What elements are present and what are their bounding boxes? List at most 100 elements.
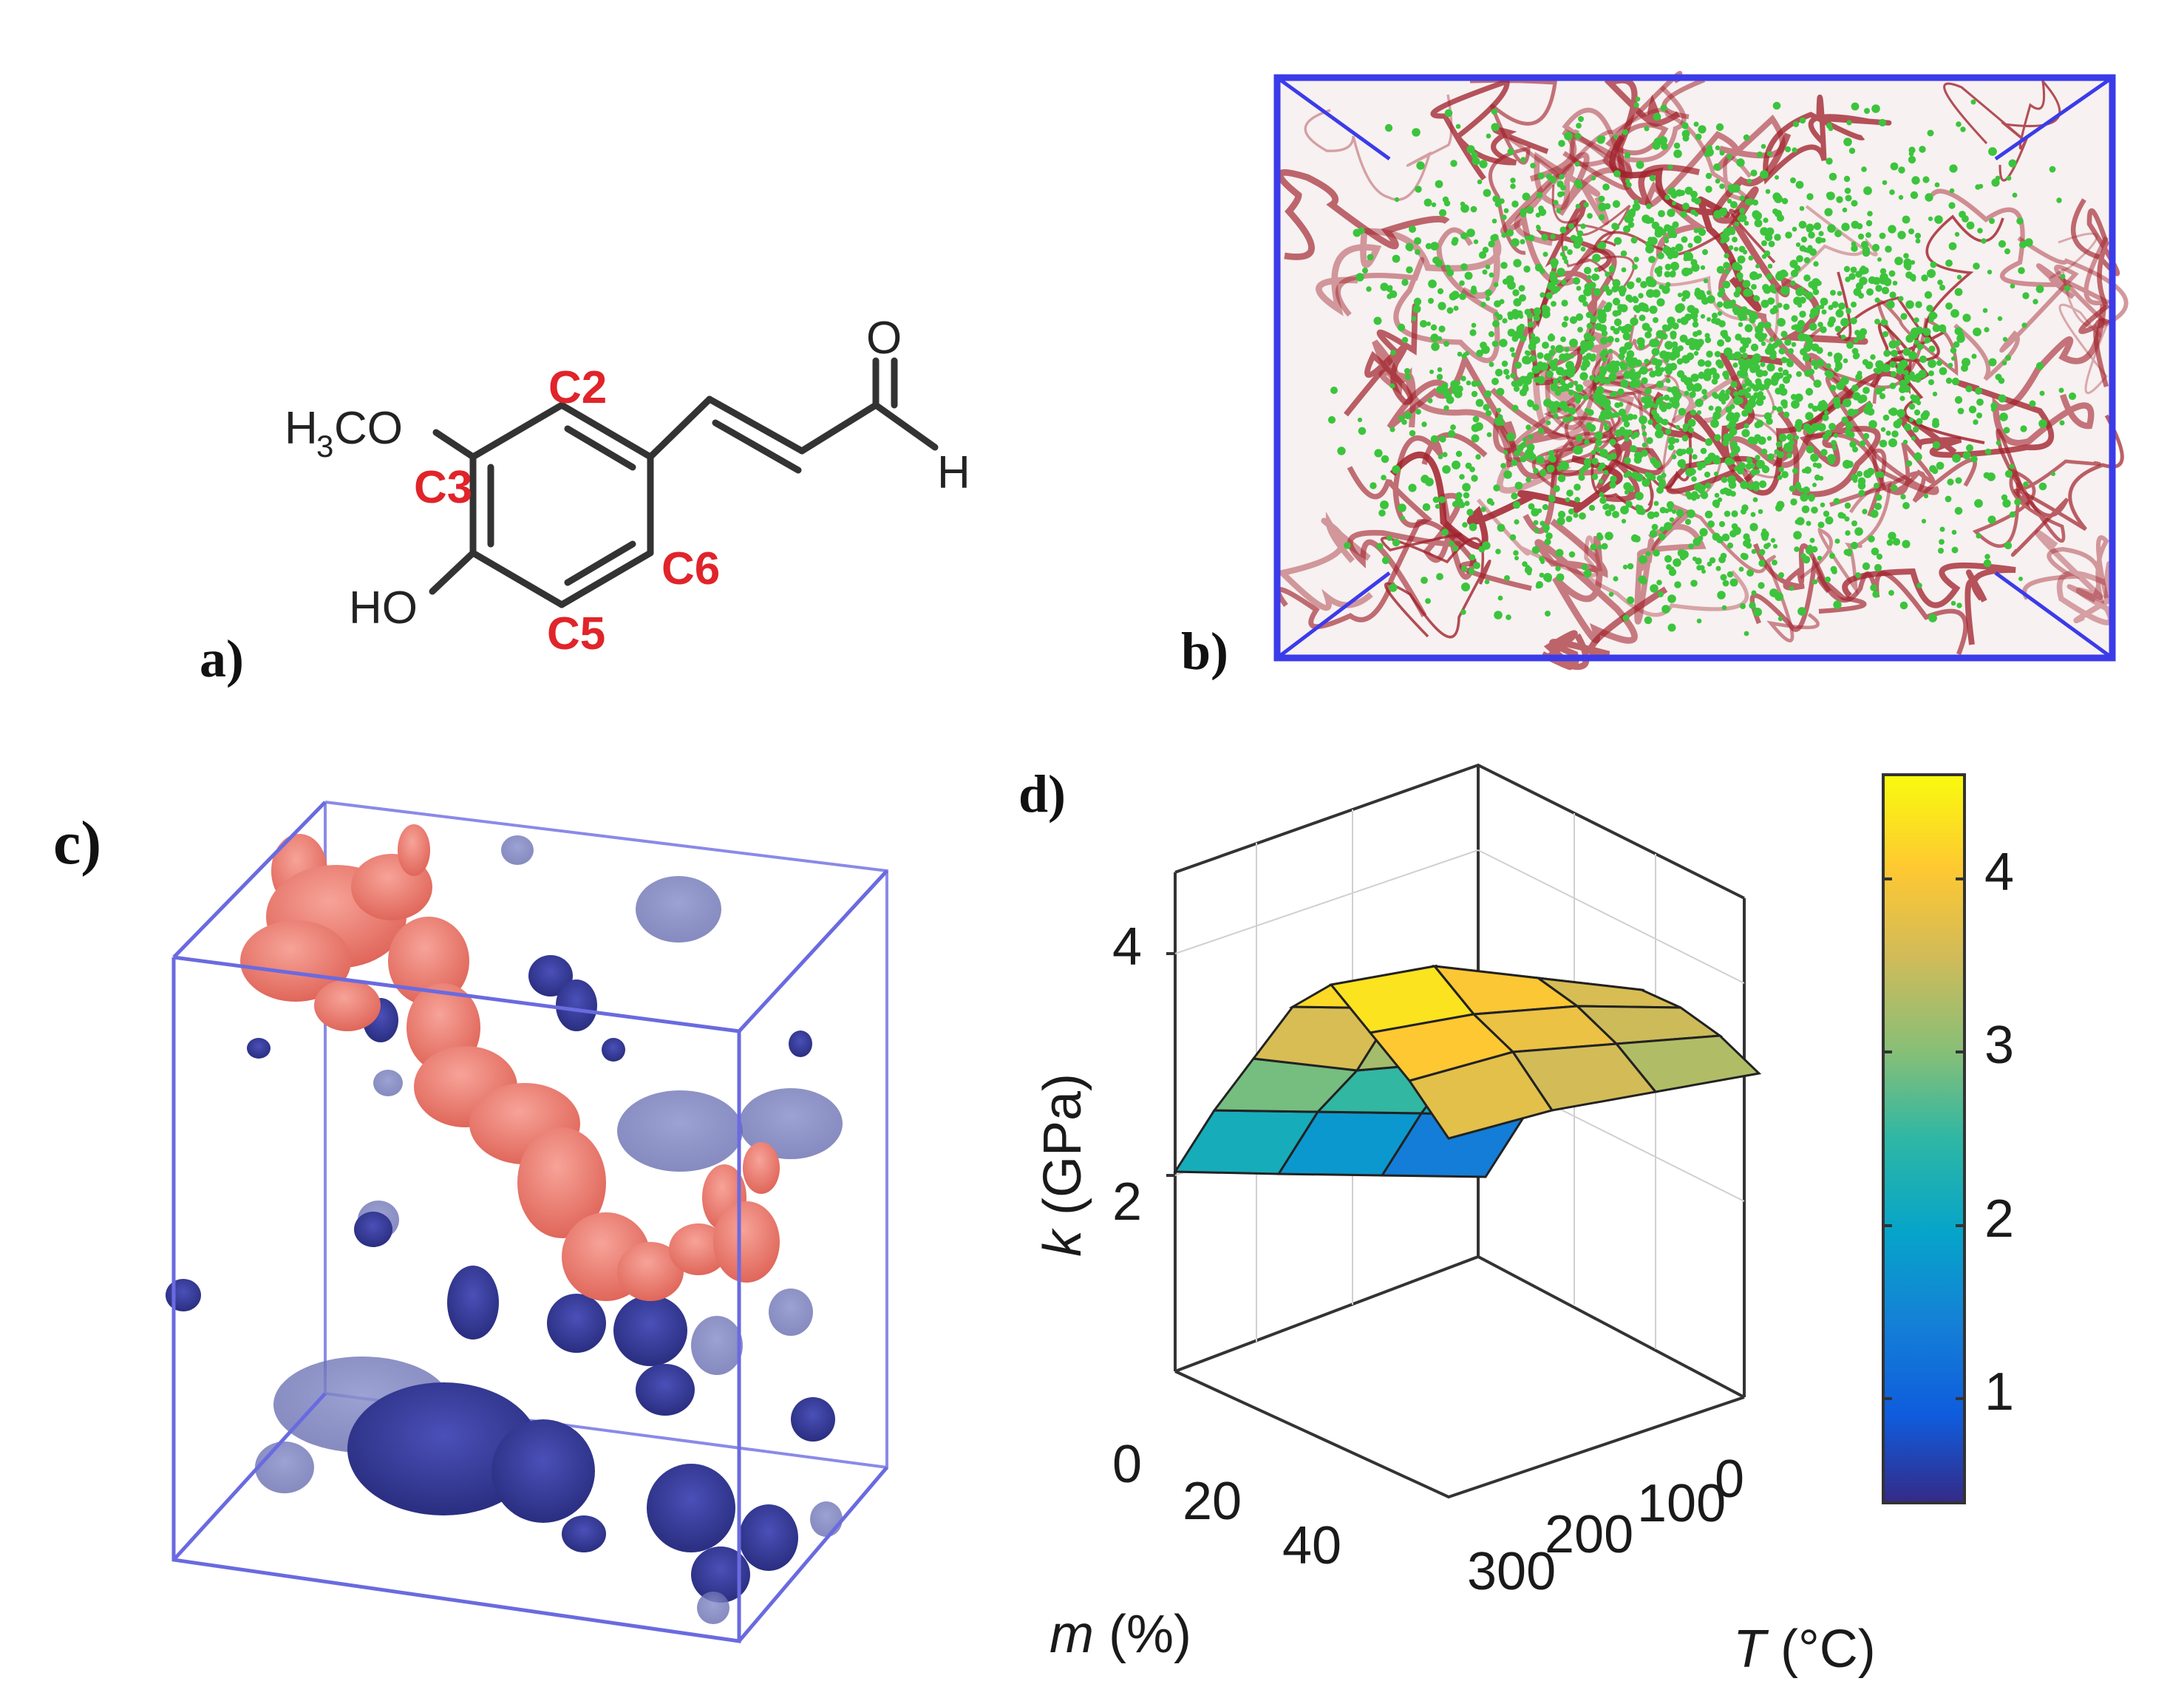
panel-b-simulation: b) — [1181, 71, 2129, 681]
particle — [1588, 424, 1596, 432]
particle — [1832, 396, 1841, 405]
particle — [1517, 444, 1524, 452]
particle — [1909, 371, 1915, 377]
particle — [1589, 375, 1595, 381]
particle — [1611, 223, 1619, 230]
particle — [1505, 374, 1511, 380]
particle — [1437, 367, 1443, 373]
particle — [1755, 369, 1764, 378]
particle — [1733, 391, 1739, 397]
particle — [1893, 420, 1902, 429]
particle — [1810, 453, 1819, 462]
particle — [1620, 506, 1629, 515]
particle — [1551, 262, 1558, 269]
particle — [1742, 279, 1751, 288]
particle — [1658, 591, 1664, 597]
polymer-chain — [1650, 503, 1820, 643]
particle — [1966, 444, 1973, 452]
particle — [1591, 449, 1596, 455]
particle — [1617, 325, 1623, 331]
particle — [1661, 143, 1668, 150]
particle — [1613, 237, 1622, 245]
particle — [1443, 341, 1449, 347]
y-tick-label: 0 — [1715, 1450, 1744, 1509]
particle — [1713, 163, 1721, 171]
particle — [1797, 333, 1806, 342]
particle — [1381, 455, 1389, 464]
particle — [1613, 318, 1622, 327]
particle — [1845, 421, 1854, 430]
particle — [1874, 503, 1882, 510]
particle — [1618, 408, 1627, 417]
particle — [1962, 313, 1971, 322]
particle — [1890, 370, 1897, 378]
particle — [1794, 546, 1800, 552]
particle — [1664, 263, 1672, 271]
particle — [1599, 492, 1605, 498]
particle — [1545, 292, 1553, 299]
particle — [1826, 370, 1834, 379]
particle — [1500, 463, 1506, 469]
particle — [1593, 288, 1602, 296]
particle — [1574, 483, 1581, 491]
particle — [1976, 398, 1984, 406]
particle — [1655, 364, 1661, 370]
particle — [1865, 361, 1874, 370]
particle — [1733, 412, 1741, 419]
particle — [1824, 576, 1831, 583]
particle — [1826, 363, 1831, 369]
particle — [1928, 359, 1936, 368]
particle — [1924, 336, 1931, 344]
particle — [1580, 223, 1586, 229]
particle — [1435, 180, 1443, 189]
particle — [1457, 351, 1463, 357]
particle — [1416, 161, 1425, 170]
particle — [1954, 506, 1963, 515]
particle — [1577, 327, 1583, 333]
particle — [1537, 376, 1545, 384]
particle — [1808, 231, 1815, 239]
particle — [1919, 146, 1926, 153]
particle — [1640, 577, 1647, 585]
particle — [1436, 373, 1443, 381]
particle — [1706, 350, 1713, 358]
particle — [1430, 435, 1439, 444]
particle — [1818, 401, 1824, 407]
particle — [2003, 427, 2010, 434]
particle — [1633, 451, 1642, 460]
particle — [1879, 439, 1888, 448]
particle — [1650, 457, 1657, 464]
particle — [1554, 389, 1562, 396]
particle — [1732, 184, 1741, 193]
particle — [1744, 324, 1753, 333]
particle — [1543, 312, 1549, 318]
particle — [1998, 377, 2005, 384]
particle — [1435, 503, 1440, 509]
polymer-chain — [1500, 129, 1632, 286]
particle — [1798, 487, 1804, 493]
particle — [1984, 448, 1992, 455]
particle — [1783, 443, 1792, 452]
particle — [1970, 455, 1978, 463]
particle — [1922, 176, 1930, 183]
particle — [1700, 313, 1706, 319]
particle — [1548, 455, 1554, 461]
particle — [1855, 271, 1862, 278]
particle — [1920, 412, 1929, 421]
particle — [2001, 360, 2007, 366]
particle — [1740, 481, 1749, 489]
polymer-chain — [1347, 432, 1488, 529]
particle — [1704, 336, 1712, 344]
particle — [1709, 557, 1716, 564]
particle — [2021, 322, 2027, 328]
particle — [1775, 175, 1779, 180]
particle — [1475, 454, 1481, 460]
particle — [1649, 474, 1656, 481]
particle — [1888, 270, 1896, 277]
particle — [1834, 230, 1842, 237]
particle — [1707, 145, 1712, 151]
particle — [1939, 285, 1945, 291]
particle — [1760, 170, 1769, 179]
particle — [1534, 528, 1540, 534]
particle — [1750, 357, 1759, 366]
